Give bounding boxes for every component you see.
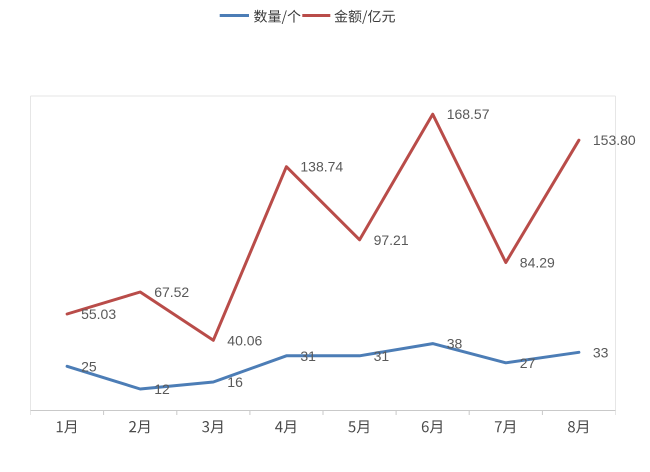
svg-text:38: 38 bbox=[447, 336, 463, 352]
svg-text:33: 33 bbox=[593, 344, 609, 360]
svg-text:168.57: 168.57 bbox=[447, 106, 490, 122]
svg-text:84.29: 84.29 bbox=[520, 255, 555, 271]
svg-text:31: 31 bbox=[300, 348, 316, 364]
svg-text:12: 12 bbox=[154, 381, 170, 397]
svg-text:40.06: 40.06 bbox=[227, 332, 262, 348]
svg-text:97.21: 97.21 bbox=[374, 232, 409, 248]
svg-text:25: 25 bbox=[81, 358, 97, 374]
svg-text:27: 27 bbox=[520, 355, 536, 371]
svg-text:138.74: 138.74 bbox=[300, 159, 343, 175]
svg-text:16: 16 bbox=[227, 374, 243, 390]
svg-text:31: 31 bbox=[374, 348, 390, 364]
svg-text:67.52: 67.52 bbox=[154, 284, 189, 300]
svg-text:153.80: 153.80 bbox=[593, 132, 636, 148]
svg-text:55.03: 55.03 bbox=[81, 306, 116, 322]
